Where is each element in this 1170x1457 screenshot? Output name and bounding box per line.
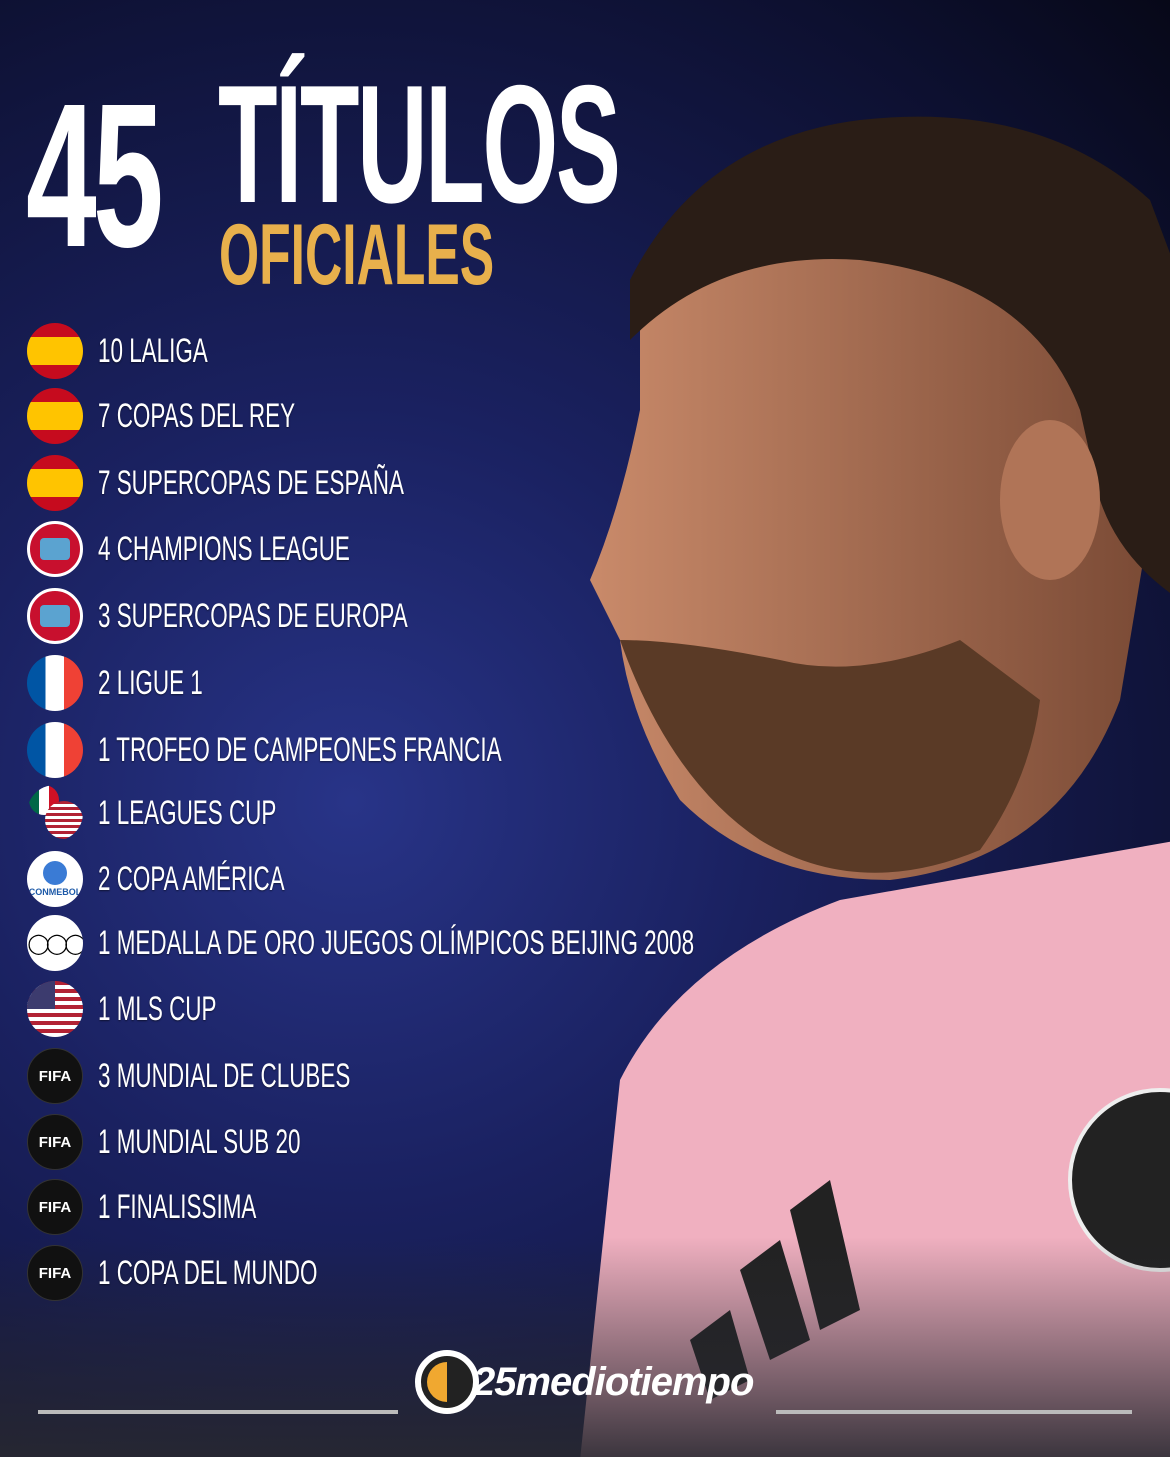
- title-label: 1 MLS CUP: [98, 989, 217, 1028]
- list-item: 2 LIGUE 1: [27, 655, 257, 711]
- divider: [776, 1410, 1132, 1414]
- france-flag-icon: [27, 655, 83, 711]
- list-item: 4 CHAMPIONS LEAGUE: [27, 521, 480, 577]
- olympic-rings-icon: ◯◯◯: [27, 915, 83, 971]
- title-word: TÍTULOS: [218, 50, 621, 238]
- list-item: FIFA 3 MUNDIAL DE CLUBES: [27, 1048, 480, 1104]
- list-item: 7 SUPERCOPAS DE ESPAÑA: [27, 455, 562, 511]
- brand-logo: 25mediotiempo: [415, 1350, 754, 1414]
- uefa-icon: [27, 588, 83, 644]
- list-item: 10 LALIGA: [27, 323, 264, 379]
- spain-flag-icon: [27, 455, 83, 511]
- title-label: 1 TROFEO DE CAMPEONES FRANCIA: [98, 730, 502, 769]
- title-label: 2 LIGUE 1: [98, 663, 203, 702]
- title-count: 45: [26, 61, 164, 290]
- title-label: 4 CHAMPIONS LEAGUE: [98, 529, 350, 568]
- subtitle: OFICIALES: [219, 207, 495, 303]
- list-item: CONMEBOL 2 COPA AMÉRICA: [27, 851, 381, 907]
- list-item: 3 SUPERCOPAS DE EUROPA: [27, 588, 567, 644]
- bottom-fade: [0, 1237, 1170, 1457]
- fifa-icon: FIFA: [27, 1048, 83, 1104]
- list-item: 7 COPAS DEL REY: [27, 388, 397, 444]
- usa-flag-icon: [27, 981, 83, 1037]
- title-label: 1 LEAGUES CUP: [98, 793, 277, 832]
- title-label: 1 MUNDIAL SUB 20: [98, 1122, 301, 1161]
- list-item: ◯◯◯ 1 MEDALLA DE ORO JUEGOS OLÍMPICOS BEI…: [27, 915, 1001, 971]
- title-label: 10 LALIGA: [98, 331, 208, 370]
- title-label: 3 MUNDIAL DE CLUBES: [98, 1056, 351, 1095]
- title-label: 1 MEDALLA DE ORO JUEGOS OLÍMPICOS BEIJIN…: [98, 923, 695, 962]
- fifa-icon: FIFA: [27, 1179, 83, 1235]
- title-label: 7 SUPERCOPAS DE ESPAÑA: [98, 463, 404, 502]
- list-item: FIFA 1 COPA DEL MUNDO: [27, 1245, 431, 1301]
- spain-flag-icon: [27, 323, 83, 379]
- list-item: FIFA 1 FINALISSIMA: [27, 1179, 338, 1235]
- divider: [38, 1410, 398, 1414]
- brand-name: 25mediotiempo: [473, 1359, 754, 1404]
- list-item: 1 TROFEO DE CAMPEONES FRANCIA: [27, 722, 709, 778]
- spain-flag-icon: [27, 388, 83, 444]
- title-label: 3 SUPERCOPAS DE EUROPA: [98, 596, 408, 635]
- stopwatch-icon: [415, 1350, 479, 1414]
- list-item: 1 LEAGUES CUP: [27, 785, 368, 841]
- mexico-usa-flags-icon: [27, 785, 83, 841]
- france-flag-icon: [27, 722, 83, 778]
- uefa-icon: [27, 521, 83, 577]
- title-label: 7 COPAS DEL REY: [98, 396, 296, 435]
- fifa-icon: FIFA: [27, 1245, 83, 1301]
- title-label: 1 FINALISSIMA: [98, 1187, 257, 1226]
- conmebol-icon: CONMEBOL: [27, 851, 83, 907]
- title-label: 2 COPA AMÉRICA: [98, 859, 285, 898]
- list-item: FIFA 1 MUNDIAL SUB 20: [27, 1114, 405, 1170]
- list-item: 1 MLS CUP: [27, 981, 278, 1037]
- title-label: 1 COPA DEL MUNDO: [98, 1253, 318, 1292]
- fifa-icon: FIFA: [27, 1114, 83, 1170]
